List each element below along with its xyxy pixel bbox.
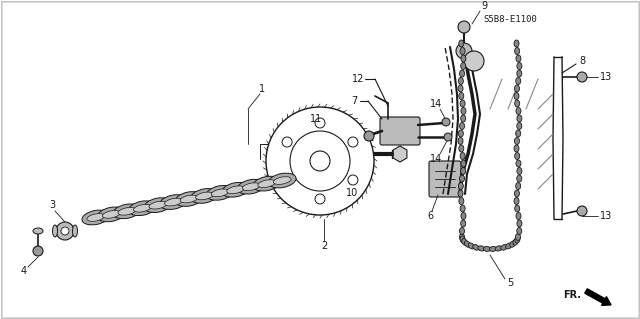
Circle shape xyxy=(290,131,350,191)
Circle shape xyxy=(442,118,450,126)
Ellipse shape xyxy=(134,204,151,212)
Ellipse shape xyxy=(461,108,466,115)
Ellipse shape xyxy=(87,214,104,221)
Text: 14: 14 xyxy=(430,99,442,109)
Ellipse shape xyxy=(149,201,167,209)
Polygon shape xyxy=(393,146,407,162)
Ellipse shape xyxy=(465,241,470,247)
Text: 8: 8 xyxy=(579,56,585,66)
Ellipse shape xyxy=(514,40,519,47)
Ellipse shape xyxy=(473,245,479,250)
Ellipse shape xyxy=(207,192,218,197)
Ellipse shape xyxy=(460,152,465,160)
Ellipse shape xyxy=(517,115,522,122)
Text: 9: 9 xyxy=(481,1,487,11)
FancyBboxPatch shape xyxy=(429,161,461,197)
Ellipse shape xyxy=(517,70,522,77)
FancyArrow shape xyxy=(585,289,611,305)
Circle shape xyxy=(364,131,374,141)
Circle shape xyxy=(61,227,69,235)
Ellipse shape xyxy=(517,220,522,227)
Circle shape xyxy=(315,194,325,204)
Ellipse shape xyxy=(516,212,521,219)
Circle shape xyxy=(282,137,292,147)
Ellipse shape xyxy=(461,55,466,62)
Text: 11: 11 xyxy=(310,114,322,124)
Ellipse shape xyxy=(159,195,188,210)
Circle shape xyxy=(464,51,484,71)
Ellipse shape xyxy=(516,175,522,182)
Ellipse shape xyxy=(253,176,280,191)
Ellipse shape xyxy=(460,236,465,243)
Ellipse shape xyxy=(459,40,464,47)
Ellipse shape xyxy=(514,197,519,204)
Ellipse shape xyxy=(458,85,463,92)
Circle shape xyxy=(348,137,358,147)
Ellipse shape xyxy=(460,48,465,55)
Ellipse shape xyxy=(237,179,265,194)
Text: 5: 5 xyxy=(507,278,513,288)
Ellipse shape xyxy=(222,182,250,197)
Ellipse shape xyxy=(458,78,463,85)
Ellipse shape xyxy=(514,93,519,100)
Text: S5B8-E1100: S5B8-E1100 xyxy=(483,14,537,24)
Ellipse shape xyxy=(490,246,497,251)
Ellipse shape xyxy=(515,236,520,243)
Circle shape xyxy=(315,118,325,128)
Ellipse shape xyxy=(516,227,522,234)
Text: 13: 13 xyxy=(600,72,612,82)
Ellipse shape xyxy=(516,55,521,62)
Ellipse shape xyxy=(222,189,234,194)
Ellipse shape xyxy=(196,192,213,200)
Ellipse shape xyxy=(460,70,465,77)
Text: 13: 13 xyxy=(600,211,612,221)
Ellipse shape xyxy=(510,241,516,247)
Ellipse shape xyxy=(515,48,520,55)
Ellipse shape xyxy=(227,186,244,194)
Ellipse shape xyxy=(516,122,522,130)
Ellipse shape xyxy=(461,115,466,122)
Circle shape xyxy=(33,246,43,256)
Ellipse shape xyxy=(211,189,229,197)
Circle shape xyxy=(577,72,587,82)
Ellipse shape xyxy=(243,183,260,190)
Ellipse shape xyxy=(160,201,172,206)
Ellipse shape xyxy=(506,243,512,249)
Ellipse shape xyxy=(461,212,466,219)
Ellipse shape xyxy=(461,63,466,70)
Ellipse shape xyxy=(113,204,141,219)
Ellipse shape xyxy=(33,228,43,234)
Ellipse shape xyxy=(500,245,508,250)
Ellipse shape xyxy=(237,186,250,191)
Ellipse shape xyxy=(517,63,522,70)
Ellipse shape xyxy=(484,246,491,251)
Ellipse shape xyxy=(460,175,465,182)
Ellipse shape xyxy=(459,93,464,100)
Ellipse shape xyxy=(98,213,109,219)
Ellipse shape xyxy=(144,198,172,212)
Ellipse shape xyxy=(516,78,521,85)
Ellipse shape xyxy=(468,243,474,249)
Circle shape xyxy=(348,175,358,185)
Text: 4: 4 xyxy=(21,266,27,276)
Ellipse shape xyxy=(517,167,522,174)
Text: 12: 12 xyxy=(352,74,364,84)
Ellipse shape xyxy=(461,167,466,174)
Ellipse shape xyxy=(478,246,484,251)
Text: 1: 1 xyxy=(259,84,265,94)
Ellipse shape xyxy=(191,189,218,203)
Circle shape xyxy=(56,222,74,240)
Ellipse shape xyxy=(118,207,136,215)
Ellipse shape xyxy=(273,177,291,184)
Ellipse shape xyxy=(82,210,109,225)
Circle shape xyxy=(282,175,292,185)
Ellipse shape xyxy=(97,207,125,222)
Ellipse shape xyxy=(515,190,520,197)
Ellipse shape xyxy=(460,205,465,212)
Ellipse shape xyxy=(458,190,463,197)
Ellipse shape xyxy=(515,205,520,212)
Ellipse shape xyxy=(191,195,203,200)
Ellipse shape xyxy=(459,145,464,152)
Text: FR.: FR. xyxy=(563,290,581,300)
